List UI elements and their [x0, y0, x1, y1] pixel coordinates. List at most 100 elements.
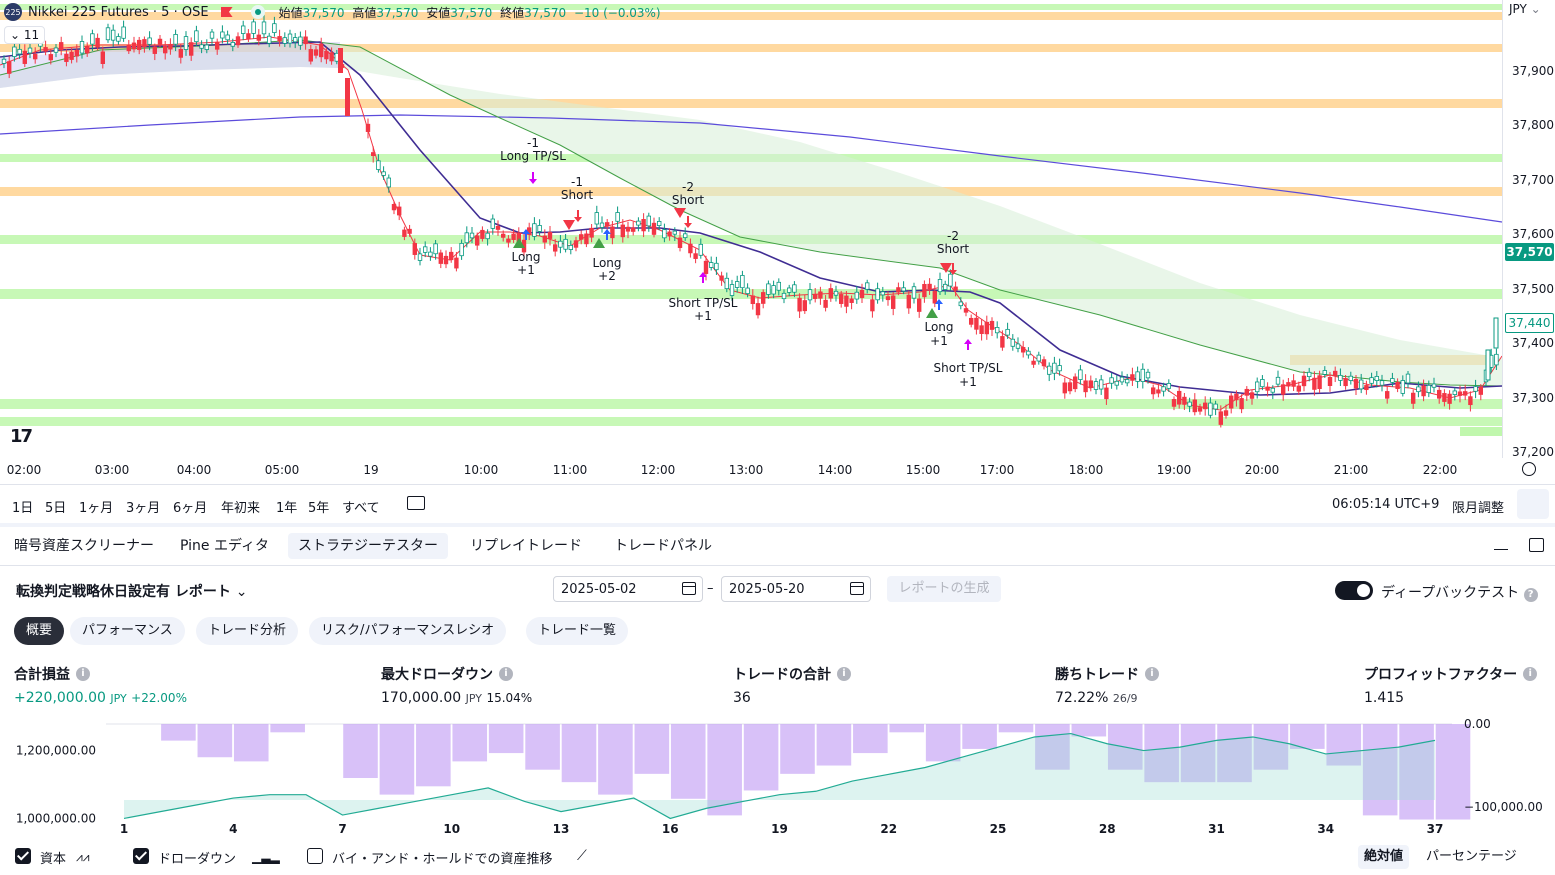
price-zone [0, 12, 1502, 20]
flag-icon[interactable] [220, 7, 233, 17]
tab-replay-trade[interactable]: リプレイトレード [470, 538, 582, 554]
candle-body [126, 44, 131, 52]
chart-title[interactable]: Nikkei 225 Futures · 5 · OSE [28, 4, 209, 20]
equity-chart[interactable]: 1,200,000.00 1,000,000.00 0.00 −100,000.00 1… [0, 712, 1555, 840]
candle-body [1364, 385, 1369, 391]
candle-body [1379, 380, 1385, 386]
drawdown-bar [962, 724, 997, 749]
candle-body [1187, 401, 1192, 407]
mode-percent-button[interactable]: パーセンテージ [1426, 849, 1517, 864]
range-button[interactable]: 1日 [12, 501, 34, 516]
currency-label[interactable]: JPY ⌄ [1509, 2, 1541, 16]
drawdown-bar [161, 724, 196, 741]
buyhold-checkbox[interactable] [307, 848, 323, 864]
candle-body [506, 238, 511, 243]
tradingview-logo-icon[interactable]: 17 [10, 426, 33, 447]
time-axis[interactable]: 02:00 03:00 04:00 05:00 19 10:00 11:00 12:00 13:… [0, 458, 1502, 484]
price-zone [0, 289, 1502, 299]
price-axis[interactable]: JPY ⌄ 37,900 37,800 37,700 37,600 37,500 37,4… [1502, 0, 1555, 459]
equity-checkbox[interactable] [15, 848, 31, 864]
calendar-icon[interactable] [682, 582, 696, 595]
candle-body [43, 47, 48, 52]
subtab-risk-ratio[interactable]: リスク/パフォーマンスレシオ [309, 617, 507, 645]
subtab-performance[interactable]: パフォーマンス [70, 617, 185, 645]
candle-body [865, 282, 870, 290]
range-button[interactable]: 1ヶ月 [79, 501, 114, 516]
candle-body [781, 292, 787, 300]
time-tick: 19:00 [1156, 463, 1192, 477]
price-tick: 37,700 [1512, 172, 1554, 187]
candle-body [188, 42, 194, 56]
help-icon[interactable]: i [76, 667, 90, 681]
calendar-icon[interactable] [850, 582, 864, 595]
candle-body [204, 44, 209, 50]
tab-trade-panel[interactable]: トレードパネル [614, 538, 712, 554]
maximize-icon[interactable] [1529, 538, 1544, 552]
symbol-badge[interactable]: 225 [4, 3, 22, 21]
candle-body [1260, 379, 1265, 388]
subtab-trade-analysis[interactable]: トレード分析 [196, 617, 299, 645]
candle-body [1234, 393, 1239, 401]
strategy-name-dropdown[interactable]: 転換判定戦略休日設定有 レポート ⌄ [16, 584, 248, 600]
trade-label: Long [924, 320, 953, 334]
date-to-input[interactable]: 2025-05-20 [721, 576, 871, 602]
drawdown-checkbox[interactable] [133, 848, 149, 864]
price-chart[interactable]: -1 Long TP/SL -1 Short Long +1 Long +2 -2 Short Sh… [0, 0, 1555, 485]
equity-canvas[interactable]: 1,200,000.00 1,000,000.00 0.00 −100,000.00 1… [0, 712, 1555, 840]
help-icon[interactable]: i [837, 667, 851, 681]
candle-body [761, 292, 766, 304]
candle-body [490, 218, 495, 229]
drawdown-bar [1326, 724, 1362, 766]
candle-body [214, 41, 220, 50]
candle-body [162, 45, 168, 54]
candle-body [818, 291, 823, 299]
candle-body [1244, 388, 1249, 396]
chart-plot-area[interactable]: -1 Long TP/SL -1 Short Long +1 Long +2 -2 Short Sh… [0, 0, 1502, 458]
range-button[interactable]: すべて [342, 501, 380, 516]
candle-body [345, 78, 350, 116]
candle-body [12, 46, 17, 57]
line-chart-icon: ⩘⩘ [76, 850, 90, 864]
settings-gear-icon[interactable] [1522, 462, 1536, 476]
tab-strategy-tester[interactable]: ストラテジーテスター [288, 533, 448, 559]
contract-adjust[interactable]: 限月調整 [1452, 501, 1505, 516]
candle-body [511, 233, 516, 240]
candle-body [573, 240, 579, 248]
date-from-input[interactable]: 2025-05-02 [553, 576, 703, 602]
candle-body [246, 33, 251, 40]
candle-body [989, 320, 995, 330]
compare-range-icon[interactable] [407, 496, 425, 510]
help-icon[interactable]: i [1145, 667, 1159, 681]
help-icon[interactable]: i [499, 667, 513, 681]
subtab-overview[interactable]: 概要 [14, 617, 65, 645]
deep-backtest-toggle[interactable] [1335, 581, 1373, 600]
candle-body [1395, 381, 1400, 389]
help-icon[interactable]: i [1523, 667, 1538, 681]
candle-body [131, 42, 137, 50]
range-button[interactable]: 1年 [276, 501, 298, 516]
range-button[interactable]: 6ヶ月 [173, 501, 208, 516]
clock[interactable]: 06:05:14 UTC+9 [1332, 497, 1440, 512]
tab-pine-editor[interactable]: Pine エディタ [180, 538, 269, 554]
range-button[interactable]: 年初来 [221, 501, 261, 516]
mode-absolute-button[interactable]: 絶対値 [1358, 845, 1410, 869]
time-tick: 10:00 [463, 463, 499, 477]
candle-body [1468, 396, 1473, 406]
range-button[interactable]: 5年 [308, 501, 330, 516]
help-icon[interactable]: ? [1523, 588, 1538, 602]
buyhold-legend-label: バイ・アンド・ホールドでの資産推移 [332, 852, 553, 867]
indicators-toggle[interactable]: ⌄ 11 [4, 26, 46, 44]
tab-crypto-screener[interactable]: 暗号資産スクリーナー [14, 538, 154, 554]
subtab-trade-list[interactable]: トレード一覧 [526, 617, 629, 645]
minimize-icon[interactable] [1494, 549, 1508, 550]
candle-body [625, 226, 631, 232]
candle-body [1390, 378, 1395, 383]
equity-x-tick: 4 [229, 822, 237, 836]
trade-label: +1 [517, 263, 535, 277]
generate-report-button[interactable]: レポートの生成 [887, 576, 1001, 602]
collapse-icon[interactable] [1517, 489, 1549, 519]
range-button[interactable]: 3ヶ月 [126, 501, 161, 516]
range-button[interactable]: 5日 [45, 501, 67, 516]
